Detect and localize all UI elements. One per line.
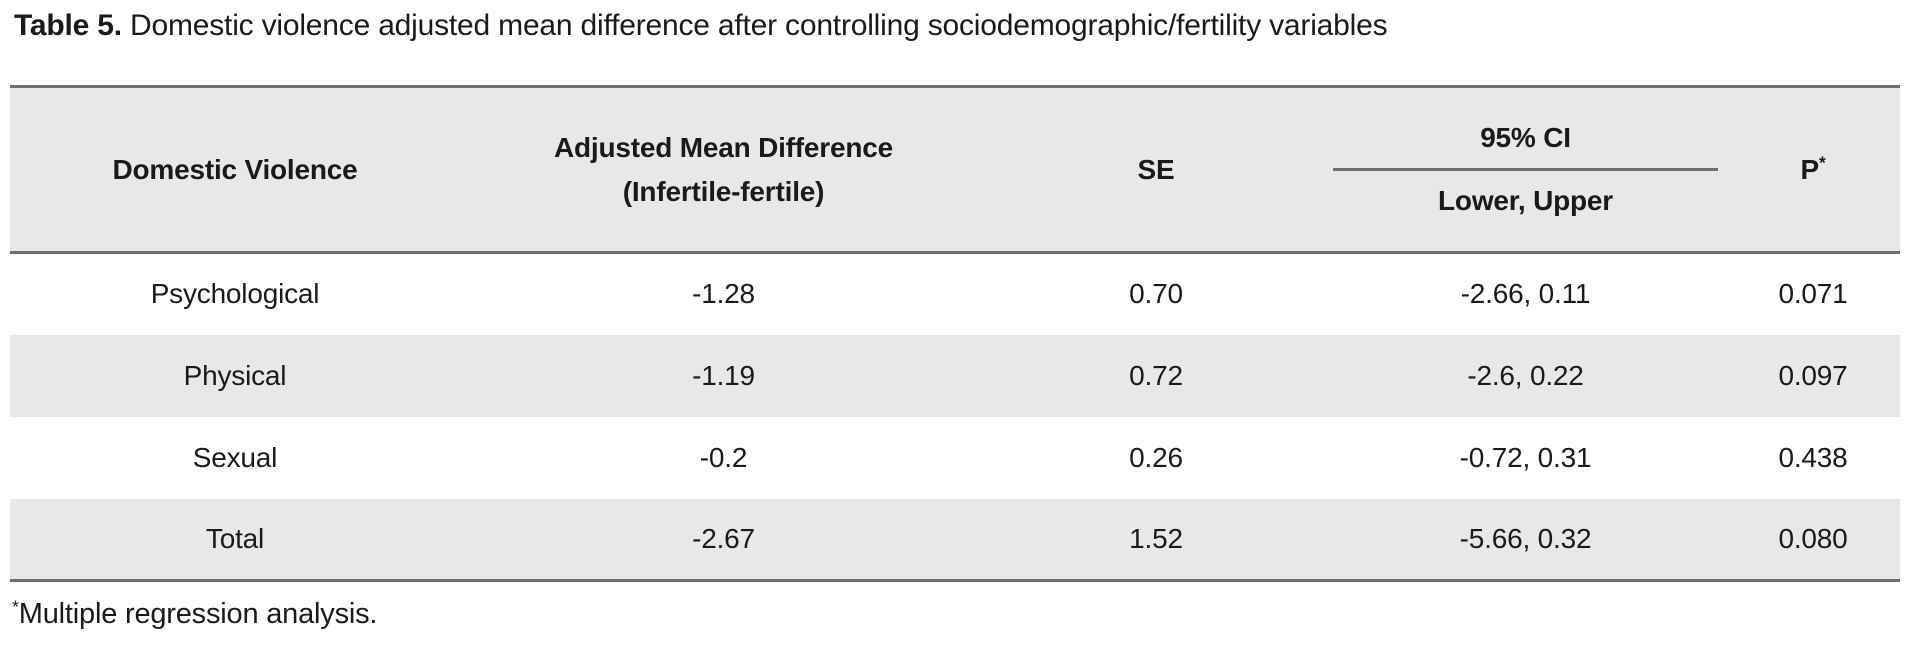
table-title-text: Domestic violence adjusted mean differen… — [130, 9, 1388, 42]
cell-p: 0.097 — [1778, 359, 1848, 391]
cell-se: 0.26 — [1129, 441, 1183, 473]
cell-ci: -2.66, 0.11 — [1460, 278, 1591, 310]
header-amd-line2: (Infertile-fertile) — [622, 175, 825, 207]
cell-amd: -1.19 — [692, 359, 755, 391]
cell-amd: -0.2 — [699, 441, 748, 473]
header-p: P* — [1726, 87, 1900, 253]
cell-ci: -0.72, 0.31 — [1459, 441, 1592, 473]
cell-amd: -2.67 — [692, 522, 755, 554]
header-ci: 95% CI Lower, Upper — [1325, 87, 1726, 253]
table-title-label: Table 5. — [14, 9, 122, 42]
table-header: Domestic Violence Adjusted Mean Differen… — [10, 86, 1900, 253]
header-ci-label: 95% CI — [1480, 122, 1571, 153]
header-se: SE — [1137, 153, 1175, 185]
cell-p: 0.080 — [1778, 522, 1848, 554]
header-p-label: P — [1800, 153, 1819, 185]
cell-se: 0.70 — [1129, 278, 1183, 310]
header-row: Domestic Violence Adjusted Mean Differen… — [10, 86, 1900, 253]
header-domestic-violence: Domestic Violence — [112, 153, 358, 185]
cell-ci: -5.66, 0.32 — [1459, 522, 1592, 554]
cell-label: Sexual — [192, 441, 278, 473]
cell-label: Physical — [183, 359, 287, 391]
cell-label: Psychological — [150, 278, 320, 310]
cell-p: 0.438 — [1778, 441, 1848, 473]
header-amd-line1: Adjusted Mean Difference — [553, 132, 894, 164]
cell-se: 1.52 — [1129, 522, 1183, 554]
cell-label: Total — [205, 522, 265, 554]
header-p-asterisk: * — [1818, 152, 1826, 173]
cell-p: 0.071 — [1778, 278, 1848, 310]
results-table: Domestic Violence Adjusted Mean Differen… — [10, 85, 1900, 582]
table-title: Table 5. Domestic violence adjusted mean… — [14, 8, 1388, 44]
table-footnote: *Multiple regression analysis. — [12, 596, 378, 631]
header-ci-sublabel: Lower, Upper — [1438, 185, 1613, 216]
cell-ci: -2.6, 0.22 — [1467, 359, 1584, 391]
table-body: Psychological -1.28 0.70 -2.66, 0.11 0.0… — [10, 252, 1900, 581]
header-adjusted-mean-difference: Adjusted Mean Difference (Infertile-fert… — [460, 87, 987, 253]
table-row-psychological: Psychological -1.28 0.70 -2.66, 0.11 0.0… — [10, 252, 1900, 335]
cell-amd: -1.28 — [692, 278, 755, 310]
table-row-total: Total -2.67 1.52 -5.66, 0.32 0.080 — [10, 498, 1900, 581]
ci-divider-rule — [1333, 168, 1718, 171]
footnote-text: Multiple regression analysis. — [18, 598, 378, 630]
table-row-physical: Physical -1.19 0.72 -2.6, 0.22 0.097 — [10, 334, 1900, 417]
table-row-sexual: Sexual -0.2 0.26 -0.72, 0.31 0.438 — [10, 416, 1900, 499]
header-ci-group: 95% CI Lower, Upper — [1325, 88, 1726, 251]
footnote-asterisk: * — [12, 596, 19, 617]
cell-se: 0.72 — [1129, 359, 1183, 391]
